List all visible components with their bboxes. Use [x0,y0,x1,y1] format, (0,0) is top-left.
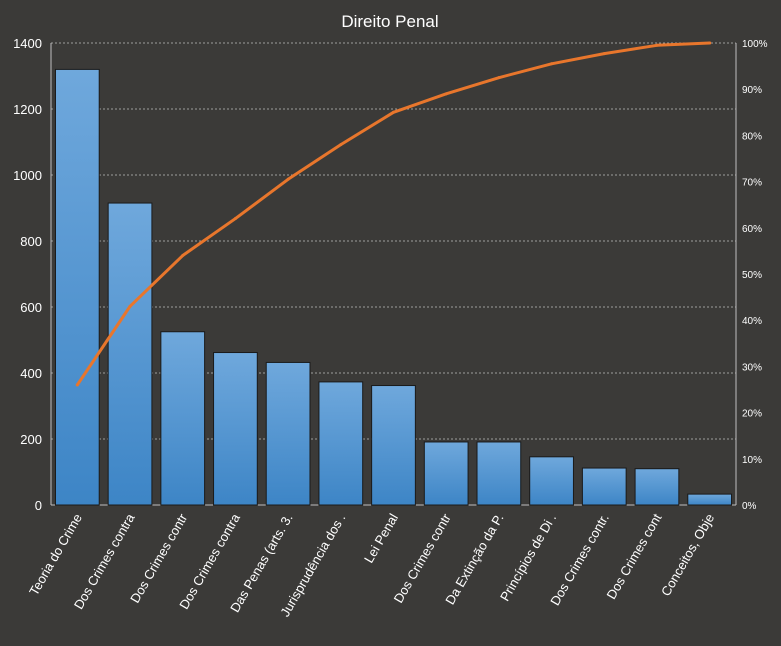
line-point [339,143,343,147]
line-point [655,43,659,47]
y2-tick-label: 100% [742,39,768,50]
y-tick-label: 1200 [13,102,42,117]
line-point [286,177,290,181]
bar [213,352,258,506]
y2-tick-label: 20% [742,409,762,420]
line-point [550,62,554,66]
y-tick-label: 400 [20,366,42,381]
line-point [602,52,606,56]
bar [265,361,311,506]
x-tick-label: Princípios de Di . [497,511,559,604]
y2-tick-label: 80% [742,131,762,142]
y-tick-label: 1000 [13,168,42,183]
y-tick-label: 0 [35,498,42,513]
line-point [497,76,501,80]
bar [423,441,469,506]
line-point [75,383,79,387]
x-tick-label: Lei Penal [361,511,401,566]
y-tick-label: 600 [20,300,42,315]
bar [371,385,416,506]
bar [160,331,206,506]
x-tick-label: Conceitos, Obje [658,511,717,599]
x-tick-label: Dos Crimes contr [127,510,191,605]
y2-tick-label: 40% [742,316,762,327]
bar [687,493,733,506]
y2-tick-label: 30% [742,362,762,373]
y2-tick-label: 90% [742,85,762,96]
line-point [233,217,237,221]
bars [54,68,733,506]
y2-tick-label: 70% [742,178,762,189]
x-tick-label: Dos Crimes contr [391,510,455,605]
line-point [181,254,185,258]
x-tick-label: Dos Crimes cont [604,511,665,602]
bar [529,456,574,506]
bar [54,68,100,506]
bar [107,202,153,506]
y-tick-label: 1400 [13,36,42,51]
y2-tick-label: 60% [742,224,762,235]
y-tick-label: 800 [20,234,42,249]
y2-tick-label: 50% [742,270,762,281]
line-point [444,92,448,96]
line-point [128,304,132,308]
x-tick-label: Teoria do Crime [26,511,85,598]
line-point [392,110,395,114]
bar [476,441,522,506]
cumulative-line [75,41,712,387]
bar [318,381,364,506]
chart-title: Direito Penal [341,12,438,31]
bar [581,467,627,506]
x-tick-label: Da Extinção da P. [442,511,506,607]
line-point [708,41,712,45]
x-tick-label: Dos Crimes contr. [547,511,612,608]
y-tick-label: 200 [20,432,42,447]
y-axis-left: 0 200 400 600 800 1000 1200 1400 [13,36,42,513]
y2-tick-label: 10% [742,455,762,466]
y-axis-right: 0% 10% 20% 30% 40% 50% 60% 70% 80% 90% 100% [742,39,768,512]
bar [634,468,680,506]
y2-tick-label: 0% [742,501,757,512]
